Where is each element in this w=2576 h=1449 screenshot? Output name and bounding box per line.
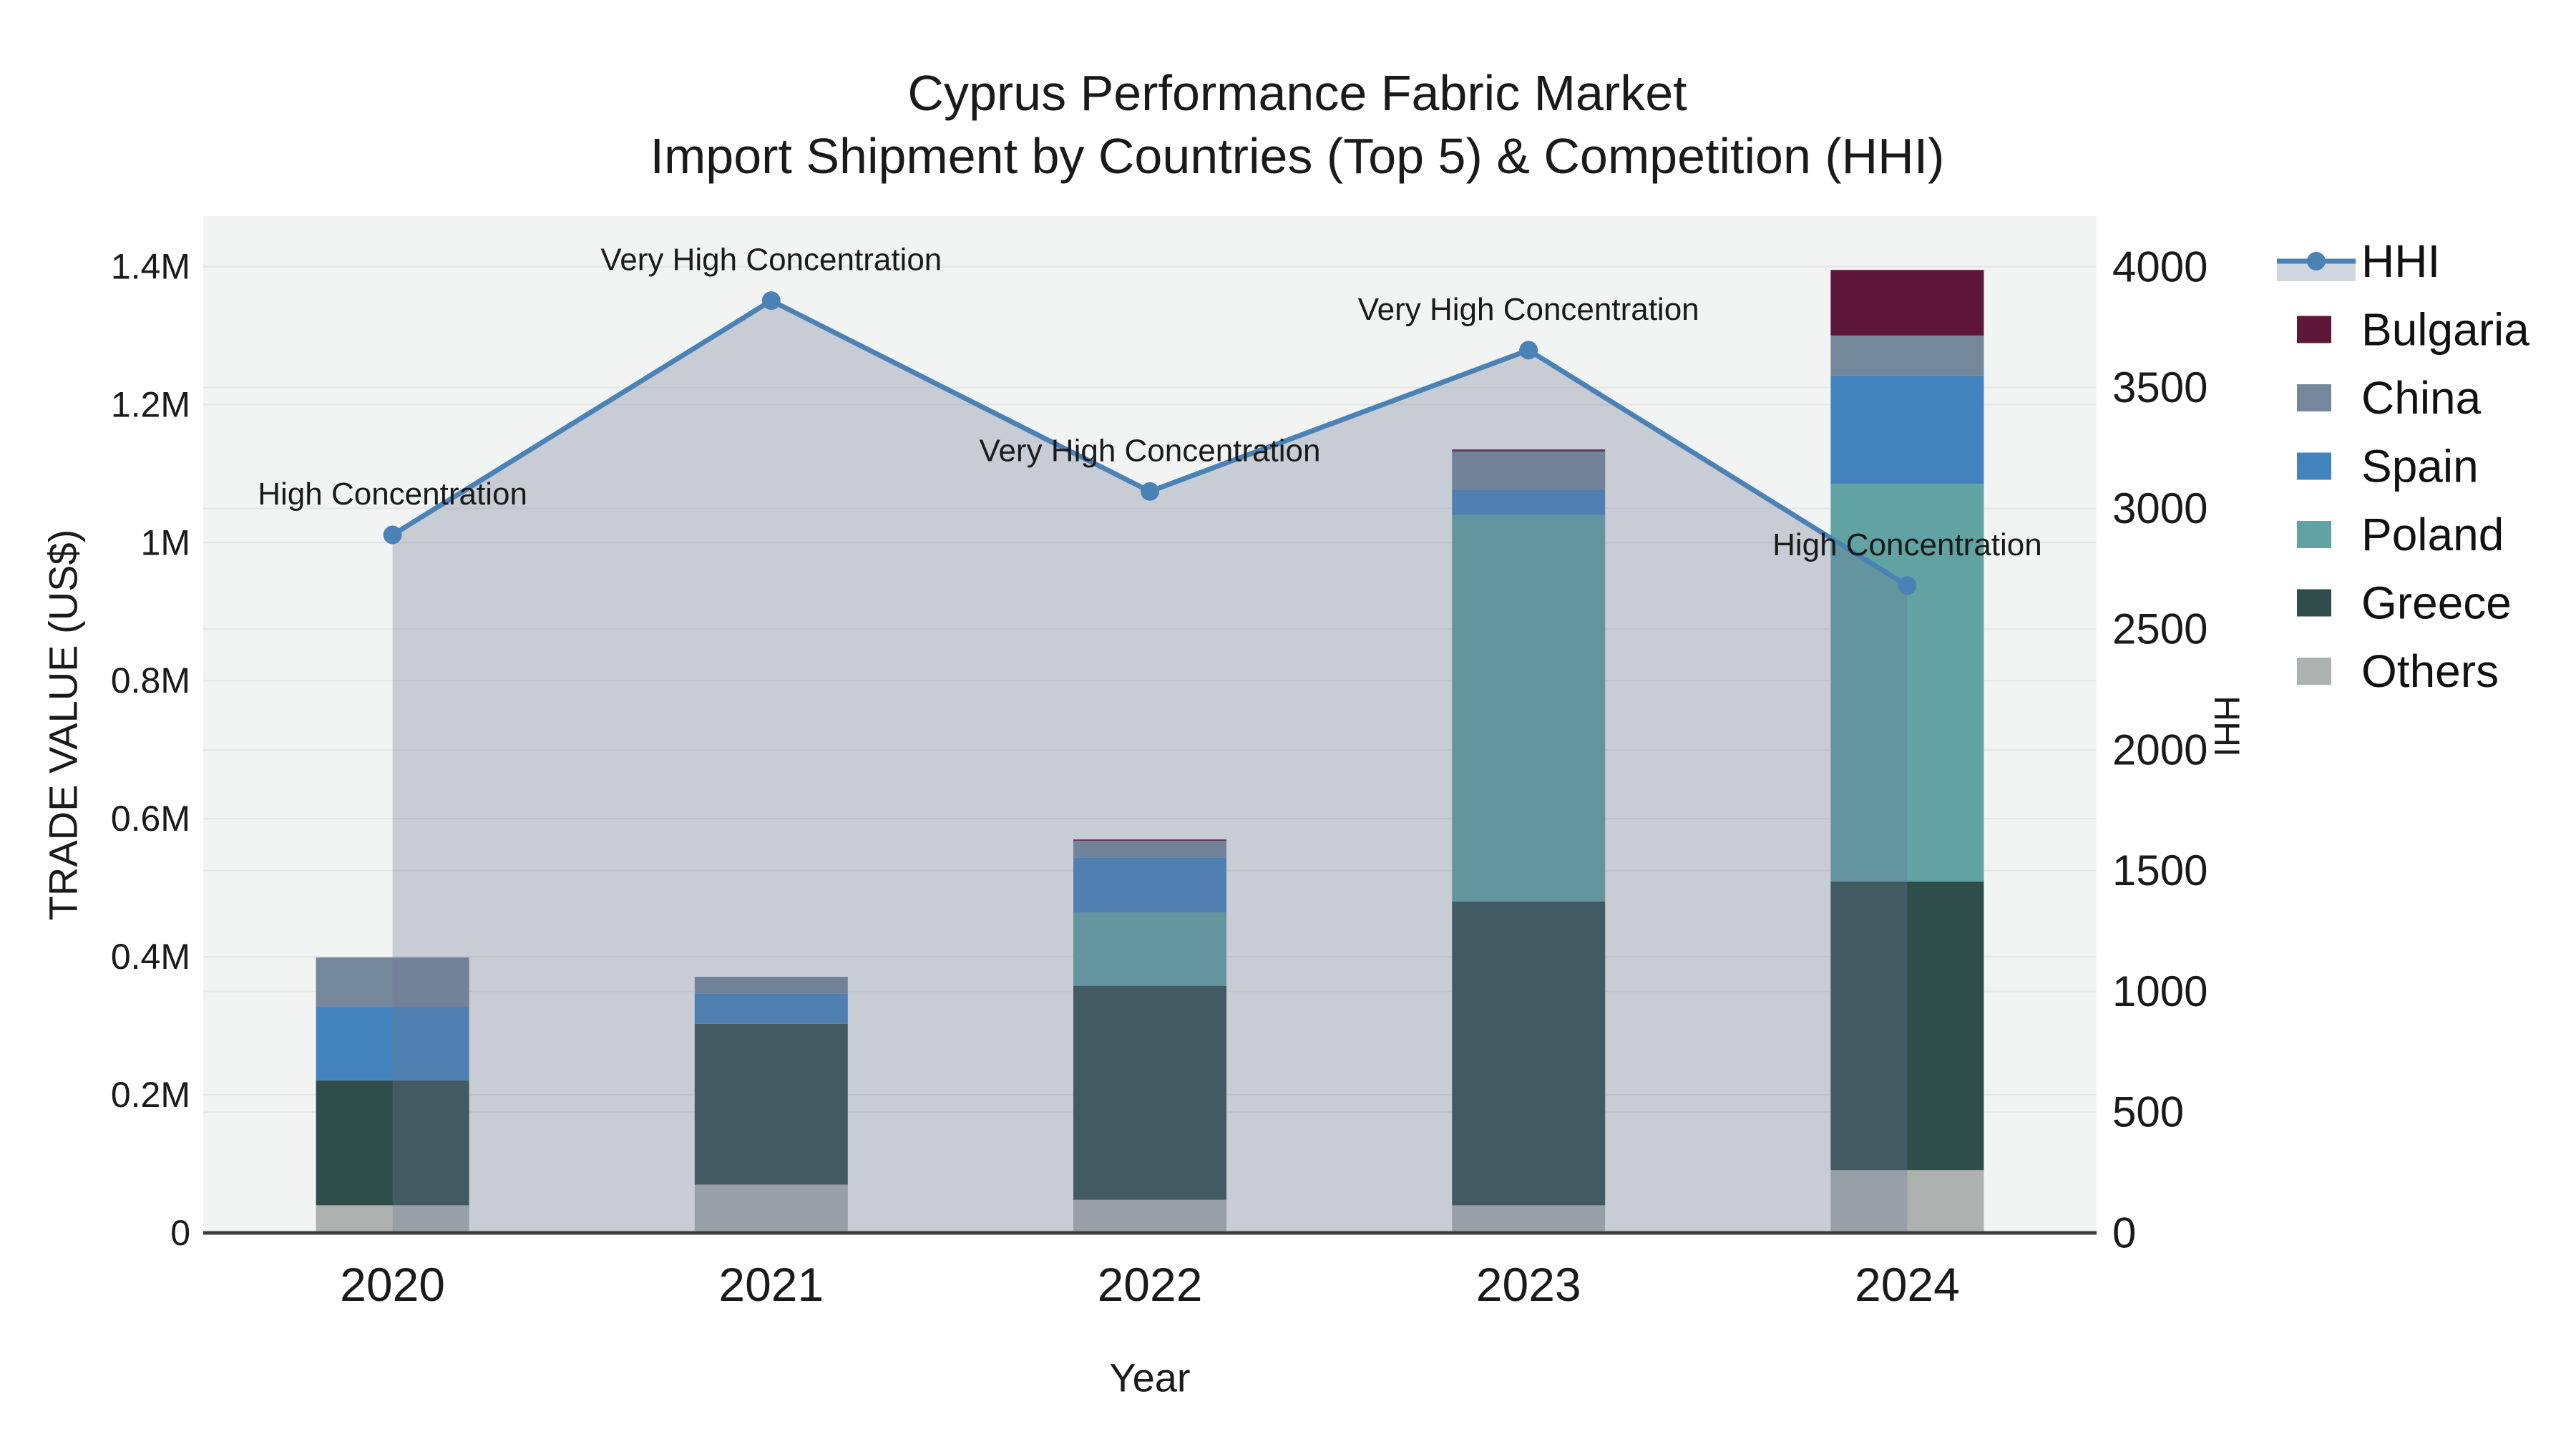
x-tick-2021: 2021	[718, 1258, 824, 1311]
y-tick-1M: 1M	[141, 522, 190, 562]
bar-segment-china-2024[interactable]	[1830, 335, 1984, 376]
legend-swatch-greece	[2297, 589, 2331, 617]
x-axis-title: Year	[1109, 1355, 1191, 1400]
bar-segment-poland-2022[interactable]	[1073, 912, 1226, 986]
hhi-marker-2021[interactable]	[761, 291, 781, 311]
chart-title-line2: Import Shipment by Countries (Top 5) & C…	[650, 128, 1945, 184]
hhi-marker-2024[interactable]	[1898, 576, 1917, 595]
bar-segment-greece-2024[interactable]	[1830, 881, 1984, 1171]
y-tick-1.2M: 1.2M	[111, 384, 190, 424]
annotation-2023: Very High Concentration	[1358, 292, 1699, 327]
hhi-marker-2020[interactable]	[383, 525, 402, 545]
legend-label-spain: Spain	[2361, 441, 2479, 492]
legend-item-hhi[interactable]: HHI	[2277, 235, 2440, 287]
y2-tick-1000: 1000	[2112, 967, 2207, 1015]
tick-labels: 0 0.2M 0.4M 0.6M 0.8M 1M 1.2M 1.4M 0 500 1000 1500 2…	[111, 243, 2208, 1311]
legend-label-greece: Greece	[2361, 577, 2512, 629]
legend-item-bulgaria[interactable]: Bulgaria	[2297, 304, 2529, 356]
bar-segment-greece-2023[interactable]	[1452, 901, 1606, 1206]
bar-segment-bulgaria-2022[interactable]	[1073, 839, 1226, 841]
annotation-2024: High Concentration	[1772, 527, 2042, 562]
legend-label-china: China	[2361, 372, 2482, 424]
stacked-bars	[316, 270, 1984, 1233]
bar-segment-spain-2023[interactable]	[1452, 489, 1606, 515]
bar-segment-bulgaria-2024[interactable]	[1830, 270, 1984, 336]
y2-tick-2000: 2000	[2112, 726, 2207, 774]
hhi-marker-2022[interactable]	[1141, 482, 1159, 501]
hhi-line	[383, 291, 1917, 595]
bar-segment-china-2020[interactable]	[316, 957, 469, 1008]
bar-segment-others-2022[interactable]	[1073, 1199, 1226, 1233]
y-tick-0.6M: 0.6M	[111, 799, 190, 839]
bar-segment-spain-2020[interactable]	[316, 1007, 469, 1080]
x-tick-2020: 2020	[340, 1258, 445, 1311]
bar-segment-spain-2022[interactable]	[1073, 857, 1226, 913]
legend-swatch-bulgaria	[2297, 316, 2331, 343]
bar-segment-china-2022[interactable]	[1073, 841, 1226, 858]
y-tick-0.4M: 0.4M	[111, 937, 190, 977]
legend-label-bulgaria: Bulgaria	[2361, 304, 2529, 356]
y-tick-1.4M: 1.4M	[111, 246, 190, 286]
legend-item-others[interactable]: Others	[2297, 645, 2499, 697]
bar-segment-others-2020[interactable]	[316, 1205, 469, 1233]
legend-label-hhi: HHI	[2361, 235, 2440, 287]
bar-segment-greece-2020[interactable]	[316, 1080, 469, 1206]
chart-title-line1: Cyprus Performance Fabric Market	[907, 65, 1687, 121]
annotation-2020: High Concentration	[258, 477, 527, 512]
y-tick-0.2M: 0.2M	[111, 1075, 190, 1115]
bar-segment-poland-2023[interactable]	[1452, 514, 1606, 902]
hhi-area	[392, 301, 1908, 1234]
y2-tick-0: 0	[2112, 1209, 2136, 1257]
legend: HHI Bulgaria China Spain Poland Greece Others	[2277, 235, 2529, 697]
legend-label-poland: Poland	[2361, 509, 2504, 560]
x-tick-2023: 2023	[1476, 1258, 1581, 1311]
x-tick-2022: 2022	[1098, 1258, 1203, 1311]
y2-tick-4000: 4000	[2112, 243, 2207, 291]
legend-hhi-marker-icon	[2307, 252, 2326, 270]
legend-swatch-spain	[2297, 452, 2331, 480]
bar-segment-greece-2021[interactable]	[694, 1023, 848, 1185]
annotation-2022: Very High Concentration	[980, 433, 1321, 468]
hhi-marker-2023[interactable]	[1519, 341, 1538, 360]
legend-item-spain[interactable]: Spain	[2297, 441, 2479, 492]
y-tick-0.8M: 0.8M	[111, 660, 190, 701]
bar-segment-china-2021[interactable]	[694, 977, 848, 994]
bar-segment-others-2024[interactable]	[1830, 1170, 1984, 1233]
bar-segment-bulgaria-2023[interactable]	[1452, 449, 1606, 452]
bar-segment-spain-2024[interactable]	[1830, 375, 1984, 484]
bar-segment-china-2023[interactable]	[1452, 451, 1606, 490]
bar-segment-others-2021[interactable]	[694, 1184, 848, 1233]
hhi-area-fill	[392, 301, 1908, 1234]
annotation-2021: Very High Concentration	[600, 243, 942, 278]
x-tick-2024: 2024	[1855, 1258, 1960, 1311]
legend-item-china[interactable]: China	[2297, 372, 2482, 424]
legend-item-poland[interactable]: Poland	[2297, 509, 2504, 560]
legend-swatch-others	[2297, 658, 2331, 685]
bar-segment-spain-2021[interactable]	[694, 993, 848, 1024]
y2-tick-3500: 3500	[2112, 364, 2207, 411]
y2-tick-1500: 1500	[2112, 847, 2207, 894]
y-tick-0: 0	[170, 1213, 190, 1253]
bar-segment-poland-2024[interactable]	[1830, 484, 1984, 882]
legend-swatch-china	[2297, 384, 2331, 411]
legend-label-others: Others	[2361, 645, 2499, 697]
bar-segment-greece-2022[interactable]	[1073, 985, 1226, 1200]
y2-tick-3000: 3000	[2112, 484, 2207, 532]
bar-segment-others-2023[interactable]	[1452, 1205, 1606, 1233]
y2-tick-500: 500	[2112, 1088, 2184, 1136]
y2-tick-2500: 2500	[2112, 605, 2207, 653]
legend-item-greece[interactable]: Greece	[2297, 577, 2512, 629]
legend-swatch-poland	[2297, 521, 2331, 548]
annotations: High Concentration Very High Concentratio…	[258, 243, 2041, 562]
